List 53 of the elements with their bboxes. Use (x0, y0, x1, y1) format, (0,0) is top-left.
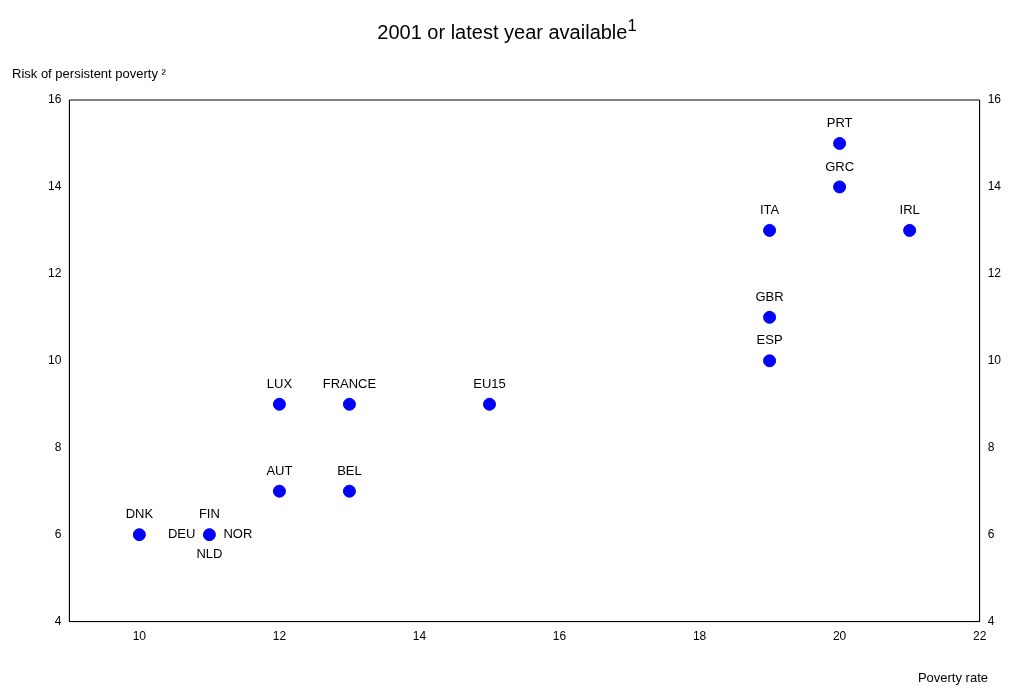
point (763, 223, 777, 237)
y-tick-label: 4 (54, 613, 62, 628)
annotation: EU15 (473, 375, 506, 391)
annotation: AUT (266, 462, 293, 478)
annotation: NOR (223, 526, 253, 542)
point (833, 136, 847, 150)
x-axis-title: Poverty rate (917, 670, 988, 685)
x-tick-label: 16 (552, 629, 567, 644)
x-tick-label: 20 (832, 629, 847, 644)
point (833, 180, 847, 194)
annotation: GRC (825, 158, 855, 174)
y-tick-label: 12 (47, 266, 62, 281)
y-tick-label: 8 (54, 440, 62, 455)
chart-title: 2001 or latest year available$^{1}$ (376, 16, 638, 44)
annotation: IRL (899, 201, 920, 217)
y-tick-label: 10 (47, 353, 62, 368)
x-tick-label: 12 (272, 629, 287, 644)
annotation: NLD (196, 546, 223, 562)
point (342, 397, 356, 411)
y2-tick-label: 4 (987, 613, 995, 628)
y-tick-label: 16 (47, 92, 62, 107)
point (763, 354, 777, 368)
y-axis-title: Risk of persistent poverty ² (12, 66, 166, 81)
annotation: LUX (266, 375, 293, 391)
annotation: GBR (755, 288, 784, 304)
point (132, 528, 146, 542)
annotation: FRANCE (322, 375, 377, 391)
point (272, 484, 286, 498)
point (272, 397, 286, 411)
y2-tick-label: 10 (987, 353, 1002, 368)
y2-tick-label: 16 (987, 92, 1002, 107)
annotation: DEU (167, 526, 196, 542)
x-tick-label: 14 (412, 629, 427, 644)
annotation: ESP (756, 332, 783, 348)
annotation: FIN (198, 506, 220, 522)
point (342, 484, 356, 498)
y2-tick-label: 6 (987, 526, 995, 541)
point (763, 310, 777, 324)
y2-tick-label: 12 (987, 266, 1002, 281)
y2-tick-label: 8 (987, 440, 995, 455)
annotation: DNK (125, 506, 154, 522)
y-tick-label: 14 (47, 179, 62, 194)
annotation: ITA (759, 201, 780, 217)
annotation: BEL (337, 462, 362, 478)
x-tick-label: 22 (972, 629, 987, 644)
x-tick-label: 10 (132, 629, 147, 644)
y-tick-label: 6 (54, 526, 62, 541)
annotation: PRT (826, 115, 853, 131)
y2-tick-label: 14 (987, 179, 1002, 194)
point (202, 528, 216, 542)
point (903, 223, 917, 237)
point (482, 397, 496, 411)
x-tick-label: 18 (692, 629, 707, 644)
